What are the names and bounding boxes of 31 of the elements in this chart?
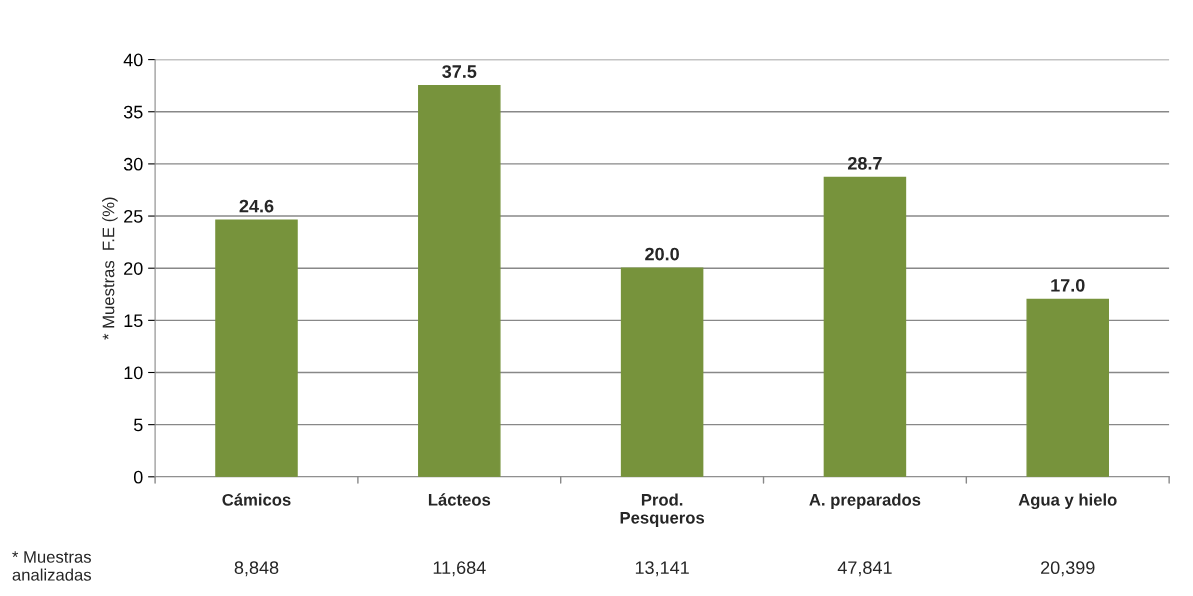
bar	[1026, 298, 1109, 477]
y-axis-title: * Muestras F.E (%)	[102, 197, 118, 340]
y-tick-label: 0	[133, 470, 143, 484]
data-label: 37.5	[442, 65, 477, 78]
text: 13,141	[635, 561, 689, 577]
text: 8,848	[234, 561, 279, 577]
bar	[215, 219, 298, 477]
y-tick-label: 35	[123, 105, 143, 119]
bar	[620, 267, 704, 477]
y-tick-label: 20	[124, 262, 143, 275]
y-tick-label: 25	[124, 209, 143, 223]
text: 20,399	[1041, 561, 1095, 577]
x-tick-label: Agua y hielo	[1018, 493, 1117, 510]
data-label: 17.0	[1051, 278, 1085, 292]
x-tick-label: Prod. Pesqueros	[620, 493, 705, 527]
text: 11,684	[433, 561, 486, 577]
y-tick-label: 5	[133, 418, 143, 432]
text: 47,841	[837, 561, 892, 577]
y-tick-label: 30	[123, 157, 143, 171]
y-tick-label: 40	[123, 53, 143, 67]
x-tick-label: A. preparados	[809, 493, 921, 509]
x-tick-label: Cámicos	[222, 493, 291, 506]
data-label: 28.7	[847, 156, 882, 170]
data-label: 24.6	[239, 199, 274, 213]
data-label: 20.0	[645, 247, 679, 261]
bar	[418, 84, 501, 477]
x-tick-label: Lácteos	[428, 493, 491, 506]
text: * Muestras analizadas	[12, 551, 92, 581]
y-tick-label: 15	[124, 314, 143, 328]
y-tick-label: 10	[124, 366, 143, 380]
bar	[823, 176, 907, 477]
